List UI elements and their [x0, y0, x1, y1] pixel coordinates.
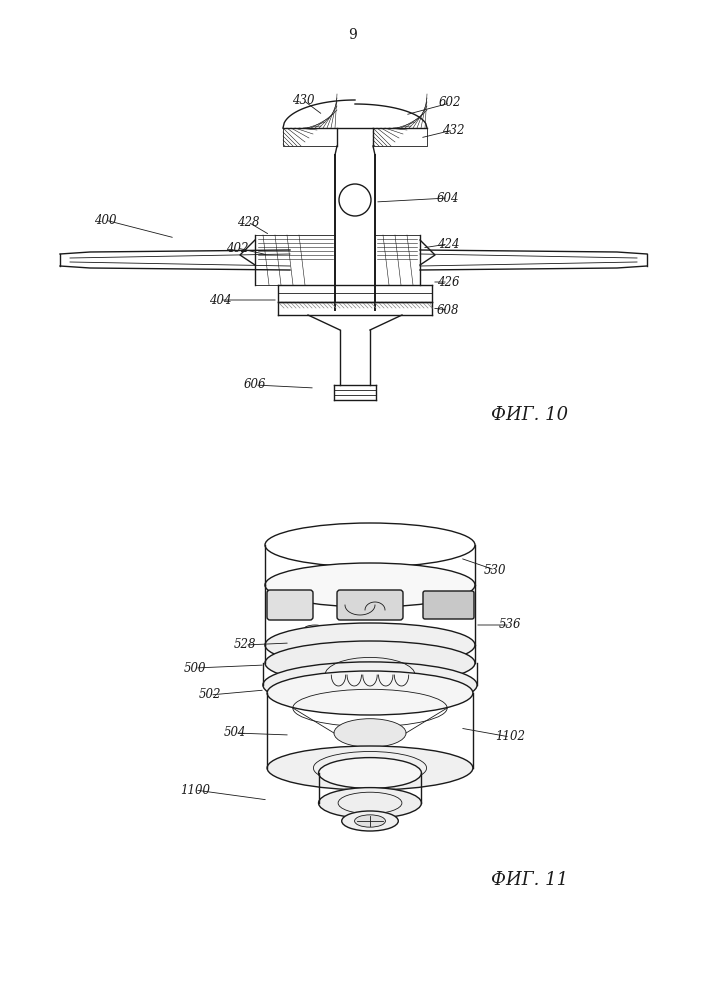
Ellipse shape — [265, 641, 475, 685]
FancyBboxPatch shape — [423, 591, 474, 619]
Ellipse shape — [267, 671, 473, 715]
Text: 400: 400 — [94, 214, 116, 227]
Text: 1100: 1100 — [180, 784, 210, 796]
Text: 606: 606 — [244, 378, 267, 391]
Text: 536: 536 — [498, 618, 521, 632]
Text: 402: 402 — [226, 241, 248, 254]
Ellipse shape — [319, 758, 421, 788]
Text: ФИГ. 11: ФИГ. 11 — [491, 871, 568, 889]
Ellipse shape — [355, 815, 385, 827]
Ellipse shape — [265, 623, 475, 667]
Ellipse shape — [263, 662, 477, 708]
FancyBboxPatch shape — [337, 590, 403, 620]
Ellipse shape — [384, 625, 406, 633]
Ellipse shape — [265, 563, 475, 607]
Text: 424: 424 — [437, 237, 460, 250]
Text: 426: 426 — [437, 275, 460, 288]
Text: 528: 528 — [234, 639, 256, 652]
Ellipse shape — [304, 625, 326, 633]
Text: 432: 432 — [442, 123, 464, 136]
Text: 430: 430 — [292, 94, 314, 106]
Ellipse shape — [341, 811, 398, 831]
Text: 428: 428 — [237, 216, 259, 229]
Ellipse shape — [334, 719, 406, 747]
Text: 9: 9 — [349, 28, 357, 42]
Text: 500: 500 — [184, 662, 206, 674]
Text: 530: 530 — [484, 564, 506, 576]
Ellipse shape — [319, 788, 421, 818]
Text: 608: 608 — [437, 304, 460, 316]
Text: 602: 602 — [439, 97, 461, 109]
Text: 1102: 1102 — [495, 730, 525, 744]
Text: 502: 502 — [199, 688, 221, 702]
Text: 504: 504 — [223, 726, 246, 740]
FancyBboxPatch shape — [267, 590, 313, 620]
Text: ФИГ. 10: ФИГ. 10 — [491, 406, 568, 424]
Text: 404: 404 — [209, 294, 231, 306]
Text: 604: 604 — [437, 192, 460, 205]
Ellipse shape — [267, 746, 473, 790]
Ellipse shape — [344, 625, 366, 633]
